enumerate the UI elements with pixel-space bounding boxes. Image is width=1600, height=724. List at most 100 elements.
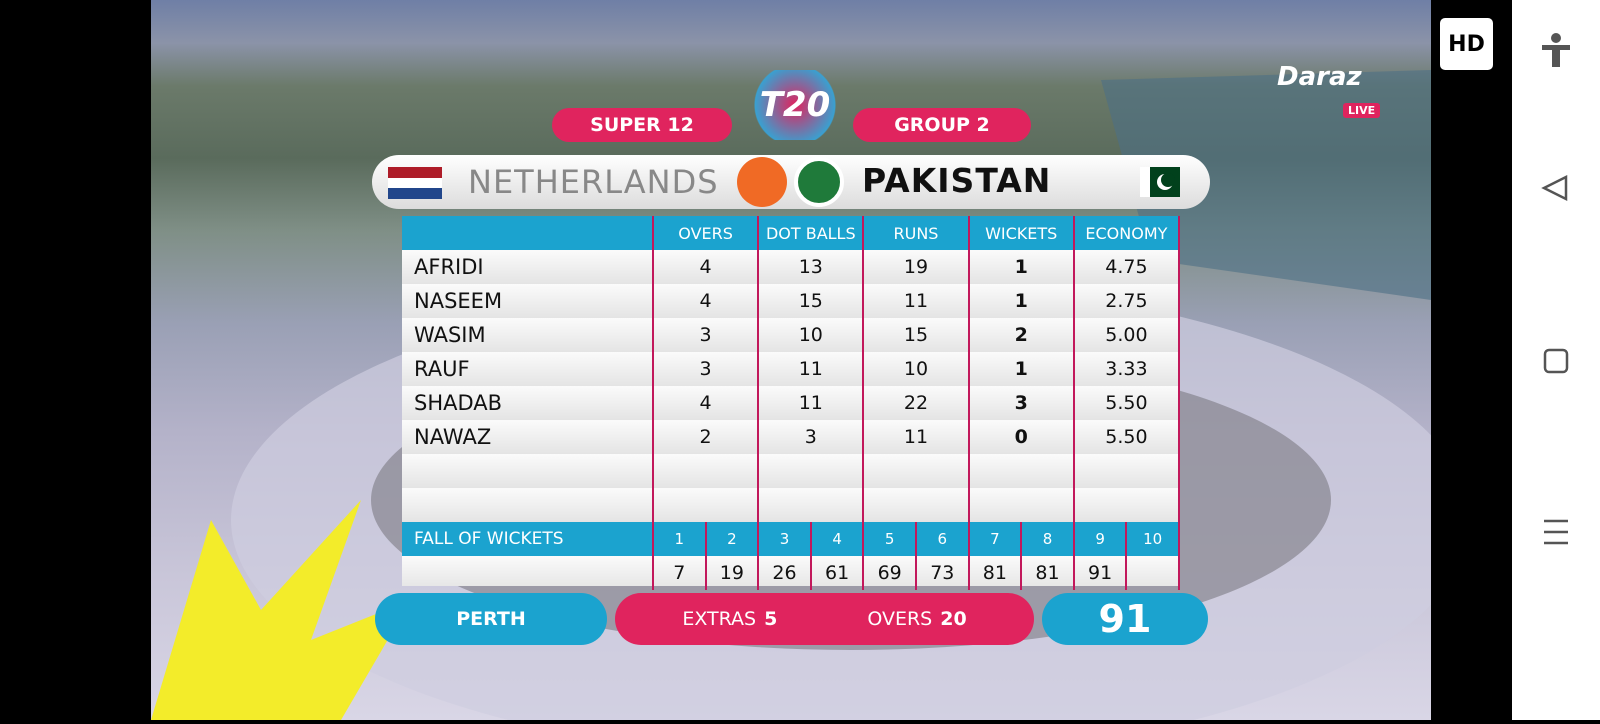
batting-team: NETHERLANDS	[468, 163, 719, 201]
back-button[interactable]	[1541, 174, 1568, 202]
accessibility-button[interactable]	[1542, 33, 1570, 67]
stat-cell: 15	[759, 284, 865, 318]
empty-cell	[759, 488, 865, 522]
stat-cell: 5.50	[1075, 386, 1180, 420]
teams-bar: NETHERLANDS PAKISTAN	[372, 155, 1210, 209]
stat-cell: 22	[864, 386, 970, 420]
menu-button[interactable]	[1544, 519, 1568, 545]
empty-cell	[970, 454, 1075, 488]
extras-label: EXTRAS	[682, 608, 757, 630]
stat-cell: 3	[654, 318, 760, 352]
fow-score: 73	[917, 556, 970, 590]
bowling-team: PAKISTAN	[862, 161, 1052, 200]
live-badge: LIVE	[1343, 103, 1381, 118]
empty-cell	[864, 488, 970, 522]
bat-icon	[737, 157, 787, 207]
column-header: DOT BALLS	[759, 216, 865, 250]
sponsor-logo: Daraz	[1277, 62, 1362, 92]
overs-value: 20	[940, 608, 967, 630]
total-pill: 91	[1042, 593, 1208, 645]
ball-icon	[794, 157, 844, 207]
netherlands-flag	[388, 167, 442, 199]
fow-wicket: 7	[969, 522, 1023, 556]
stat-cell: 2	[654, 420, 760, 454]
fow-score: 61	[812, 556, 865, 590]
column-header: WICKETS	[969, 216, 1075, 250]
stat-cell: 11	[864, 284, 970, 318]
stat-cell: 3	[970, 386, 1075, 420]
empty-cell	[654, 454, 760, 488]
stat-cell: 3	[759, 420, 865, 454]
fow-wicket: 4	[811, 522, 865, 556]
nav-bar	[1512, 0, 1600, 720]
stat-cell: 5.50	[1075, 420, 1180, 454]
stat-cell: 0	[970, 420, 1075, 454]
home-button[interactable]	[1543, 348, 1569, 374]
header-blank	[402, 216, 654, 250]
empty-cell	[1075, 488, 1180, 522]
empty-cell	[759, 454, 865, 488]
overs-label: OVERS	[867, 608, 933, 630]
fow-wicket: 9	[1074, 522, 1128, 556]
pakistan-flag	[1140, 167, 1180, 197]
fow-score: 69	[864, 556, 917, 590]
bowling-table: OVERS DOT BALLS RUNS WICKETS ECONOMY AFRIDI 4 1…	[402, 216, 1180, 590]
stat-cell: 3.33	[1075, 352, 1180, 386]
stat-cell: 3	[654, 352, 760, 386]
empty-cell	[654, 488, 760, 522]
fow-score: 7	[654, 556, 707, 590]
stat-cell: 10	[864, 352, 970, 386]
empty-cell	[1075, 454, 1180, 488]
bowler-name: NASEEM	[402, 284, 654, 318]
stat-cell: 1	[970, 250, 1075, 284]
stat-cell: 19	[864, 250, 970, 284]
nav-icons	[1541, 33, 1570, 545]
hd-button[interactable]: HD	[1440, 18, 1493, 70]
stat-cell: 2	[970, 318, 1075, 352]
fow-label: FALL OF WICKETS	[402, 522, 654, 556]
stat-cell: 1	[970, 352, 1075, 386]
fow-wicket: 6	[917, 522, 970, 556]
stat-cell: 4.75	[1075, 250, 1180, 284]
column-header: OVERS	[654, 216, 760, 250]
stat-cell: 5.00	[1075, 318, 1180, 352]
fow-score: 81	[970, 556, 1023, 590]
bowler-name: WASIM	[402, 318, 654, 352]
stat-cell: 4	[654, 250, 760, 284]
tournament-logo: T20	[750, 70, 840, 140]
fow-wicket: 8	[1022, 522, 1075, 556]
fow-score: 91	[1075, 556, 1128, 590]
bowler-name: SHADAB	[402, 386, 654, 420]
empty-cell	[1127, 556, 1180, 590]
fow-wicket: 3	[759, 522, 812, 556]
bowler-name: NAWAZ	[402, 420, 654, 454]
stat-cell: 15	[864, 318, 970, 352]
stat-cell: 11	[759, 352, 865, 386]
fow-score: 26	[759, 556, 812, 590]
fow-wicket: 2	[706, 522, 760, 556]
extras-overs-pill: EXTRAS 5 OVERS 20	[615, 593, 1034, 645]
stat-cell: 11	[759, 386, 865, 420]
group-pill: GROUP 2	[853, 108, 1031, 142]
empty-cell	[402, 488, 654, 522]
fow-score: 19	[707, 556, 760, 590]
column-header: RUNS	[864, 216, 970, 250]
fow-score: 81	[1022, 556, 1075, 590]
bowler-name: RAUF	[402, 352, 654, 386]
fow-blank	[402, 556, 654, 590]
fow-wicket: 10	[1127, 522, 1180, 556]
stat-cell: 11	[864, 420, 970, 454]
stat-cell: 13	[759, 250, 865, 284]
empty-cell	[970, 488, 1075, 522]
stat-cell: 4	[654, 284, 760, 318]
stat-cell: 2.75	[1075, 284, 1180, 318]
stat-cell: 1	[970, 284, 1075, 318]
stat-cell: 4	[654, 386, 760, 420]
empty-cell	[402, 454, 654, 488]
extras-value: 5	[764, 608, 778, 630]
stage-pill: SUPER 12	[552, 108, 732, 142]
stat-cell: 10	[759, 318, 865, 352]
fow-wicket: 1	[654, 522, 707, 556]
bowler-name: AFRIDI	[402, 250, 654, 284]
